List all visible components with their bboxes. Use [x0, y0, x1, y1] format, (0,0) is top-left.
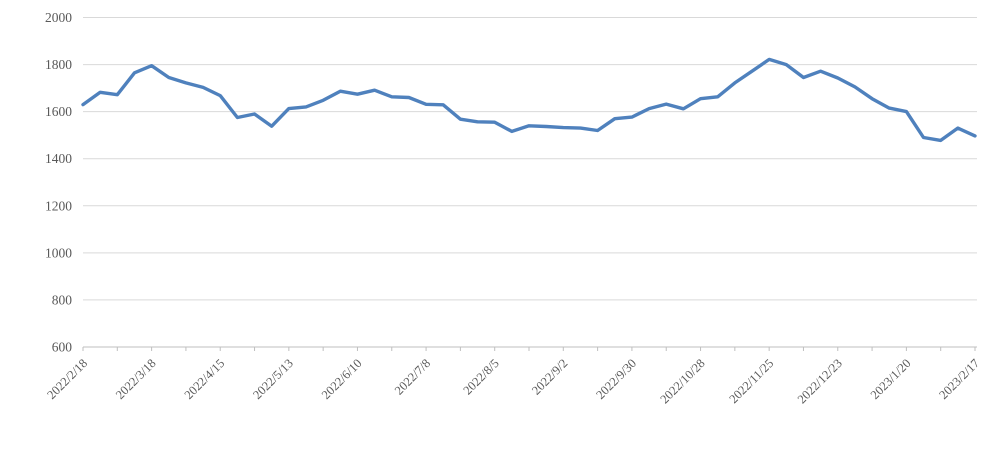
y-tick-label: 600: [52, 340, 73, 355]
x-tick-label: 2022/4/15: [182, 356, 228, 402]
x-tick-label: 2022/12/23: [795, 356, 845, 406]
y-tick-label: 1000: [45, 245, 72, 260]
y-tick-label: 2000: [45, 10, 72, 25]
x-tick-label: 2022/3/18: [113, 356, 159, 402]
x-tick-label: 2022/2/18: [44, 356, 90, 402]
x-tick-label: 2022/10/28: [657, 356, 707, 406]
y-tick-label: 800: [52, 292, 73, 307]
x-tick-label: 2022/6/10: [319, 356, 365, 402]
x-tick-label: 2022/8/5: [460, 356, 501, 397]
series-line: [81, 57, 977, 143]
x-tick-label: 2023/1/20: [868, 356, 914, 402]
y-tick-label: 1400: [45, 151, 72, 166]
x-tick-label: 2022/9/30: [593, 356, 639, 402]
y-tick-label: 1600: [45, 104, 72, 119]
y-tick-label: 1800: [45, 57, 72, 72]
y-tick-label: 1200: [45, 198, 72, 213]
x-tick-label: 2022/7/8: [392, 356, 433, 397]
x-tick-label: 2022/11/25: [726, 356, 776, 406]
x-tick-label: 2023/2/17: [936, 356, 982, 402]
x-tick-label: 2022/5/13: [250, 356, 296, 402]
x-tick-label: 2022/9/2: [529, 356, 570, 397]
